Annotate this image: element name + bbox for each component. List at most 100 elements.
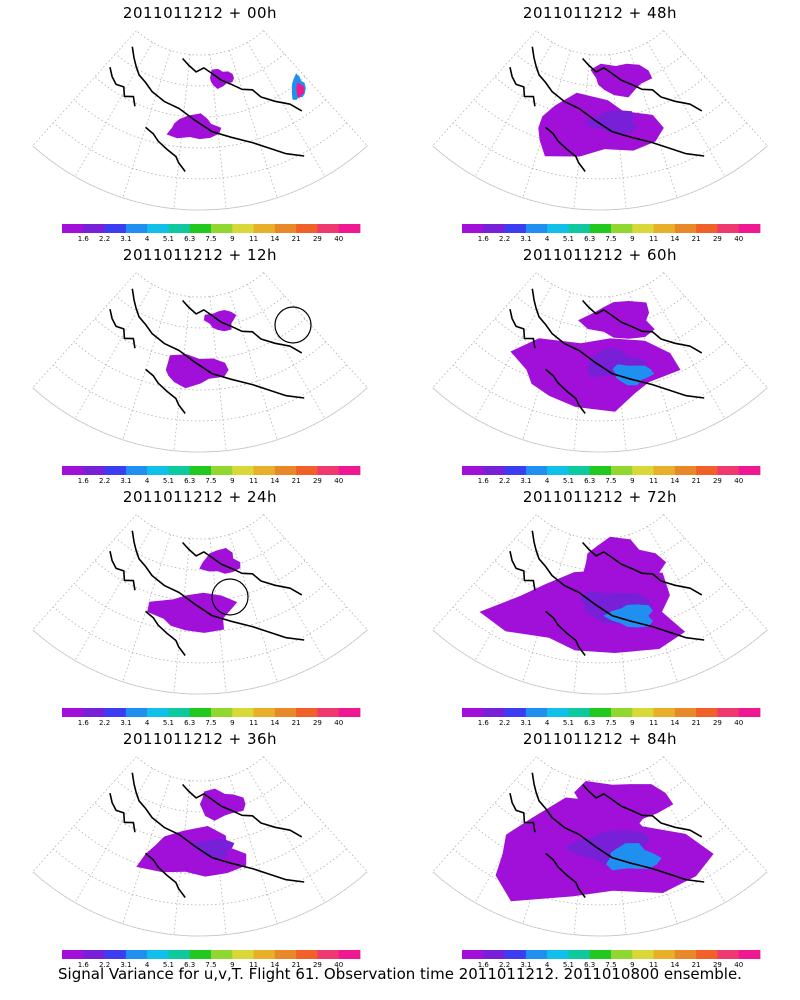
variance-region (583, 536, 667, 584)
colorbar-swatch (504, 950, 527, 959)
variance-region (166, 113, 222, 140)
panel-title: 2011011212 + 36h (122, 730, 278, 748)
colorbar-tick-label: 2.2 (499, 235, 510, 242)
map-figure (32, 756, 368, 937)
colorbar-swatch (232, 224, 254, 233)
colorbar-swatch (147, 950, 169, 959)
colorbar-swatch (525, 224, 548, 233)
colorbar-swatch (317, 708, 340, 717)
coastline (531, 772, 705, 883)
colorbar-swatch (611, 950, 633, 959)
latitude-arc (453, 606, 747, 664)
variance-peak (296, 82, 305, 99)
colorbar-swatch (338, 224, 361, 233)
colorbar-swatch (462, 224, 484, 233)
colorbar-swatch (483, 224, 505, 233)
colorbar-swatch (717, 950, 740, 959)
coastline (182, 57, 303, 112)
map-boundary (432, 871, 768, 937)
panel-title: 2011011212 + 84h (522, 730, 678, 748)
latitude-arc (115, 779, 285, 813)
colorbar-swatch (462, 950, 484, 959)
map-figure (32, 30, 368, 211)
colorbar: 1.6 2.2 3.1 4 5.1 6.3 7.5 9 11 14 21 29 40 (462, 708, 761, 726)
coastlines (109, 46, 305, 172)
colorbar-swatch (253, 466, 276, 475)
latitude-arc (73, 341, 327, 391)
colorbar-swatch (504, 708, 527, 717)
colorbar-tick-label: 14 (670, 477, 679, 484)
coastline (582, 783, 703, 838)
colorbar-tick-label: 7.5 (205, 477, 216, 484)
colorbar-swatch (632, 466, 654, 475)
colorbar: 1.6 2.2 3.1 4 5.1 6.3 7.5 9 11 14 21 29 40 (62, 708, 361, 726)
map-panel-24h: 2011011212 + 24h 1.6 2.2 3.1 4 5.1 6.3 7.5 9 11 14… (0, 484, 400, 726)
colorbar-tick-label: 40 (734, 477, 743, 484)
panel-title: 2011011212 + 72h (522, 488, 678, 506)
coastline (145, 368, 186, 414)
colorbar-tick-label: 3.1 (120, 961, 131, 968)
coastline (145, 610, 186, 656)
colorbar-tick-label: 7.5 (205, 235, 216, 242)
colorbar-tick-label: 7.5 (605, 719, 616, 726)
colorbar-tick-label: 3.1 (120, 719, 131, 726)
colorbar-tick-label: 3.1 (120, 235, 131, 242)
colorbar-swatch (632, 708, 654, 717)
observation-circle (211, 578, 249, 616)
colorbar-tick-label: 21 (292, 235, 301, 242)
colorbar-tick-label: 7.5 (605, 961, 616, 968)
colorbar-tick-label: 2.2 (499, 477, 510, 484)
map-panel-60h: 2011011212 + 60h 1.6 2.2 3.1 4 5.1 6.3 7.5 9 11 14… (400, 242, 800, 484)
colorbar-tick-label: 5.1 (563, 235, 574, 242)
colorbar-swatch (168, 708, 191, 717)
map-figure (32, 272, 368, 453)
colorbar-swatch (62, 466, 84, 475)
colorbar-tick-label: 4 (145, 961, 150, 968)
colorbar-tick-label: 21 (292, 961, 301, 968)
colorbar-swatch (232, 950, 254, 959)
longitude-line (122, 50, 172, 198)
colorbar-swatch (125, 224, 148, 233)
colorbar-swatch (147, 708, 169, 717)
colorbar-swatch (62, 950, 84, 959)
colorbar-swatch (104, 466, 127, 475)
colorbar-tick-label: 2.2 (499, 961, 510, 968)
colorbar: 1.6 2.2 3.1 4 5.1 6.3 7.5 9 11 14 21 29 40 (462, 224, 761, 242)
coastline (509, 551, 536, 591)
colorbar-swatch (104, 950, 127, 959)
colorbar-tick-label: 40 (334, 719, 343, 726)
colorbar-tick-label: 29 (313, 477, 322, 484)
coastline (109, 67, 136, 107)
map-panel-48h: 2011011212 + 48h 1.6 2.2 3.1 4 5.1 6.3 7.5 9 11 14… (400, 0, 800, 242)
colorbar-tick-label: 6.3 (184, 477, 195, 484)
map-figure (432, 514, 768, 695)
colorbar-tick-label: 3.1 (520, 477, 531, 484)
colorbar-tick-label: 5.1 (563, 961, 574, 968)
colorbar-tick-label: 4 (545, 961, 550, 968)
coastlines (109, 530, 305, 656)
colorbar-tick-label: 5.1 (163, 477, 174, 484)
latitude-arc (473, 99, 727, 149)
colorbar-swatch (696, 708, 718, 717)
colorbar-swatch (483, 950, 505, 959)
colorbar-tick-label: 21 (292, 477, 301, 484)
longitude-line (432, 272, 537, 389)
colorbar-tick-label: 6.3 (584, 477, 595, 484)
map-figure (32, 514, 368, 695)
colorbar-swatch (547, 708, 569, 717)
colorbar-tick-label: 7.5 (205, 719, 216, 726)
colorbar-swatch (189, 708, 212, 717)
colorbar-swatch (717, 466, 740, 475)
colorbar-swatch (589, 950, 612, 959)
coastlines (509, 772, 705, 898)
coastline (182, 783, 303, 838)
colorbar-swatch (189, 224, 212, 233)
colorbar-swatch (83, 466, 105, 475)
colorbar-swatch (296, 708, 318, 717)
coastline (131, 288, 305, 399)
latitude-arc (115, 537, 285, 571)
colorbar-swatch (674, 708, 697, 717)
colorbar-tick-label: 9 (630, 961, 634, 968)
colorbar-swatch (317, 950, 340, 959)
coastlines (509, 46, 705, 172)
